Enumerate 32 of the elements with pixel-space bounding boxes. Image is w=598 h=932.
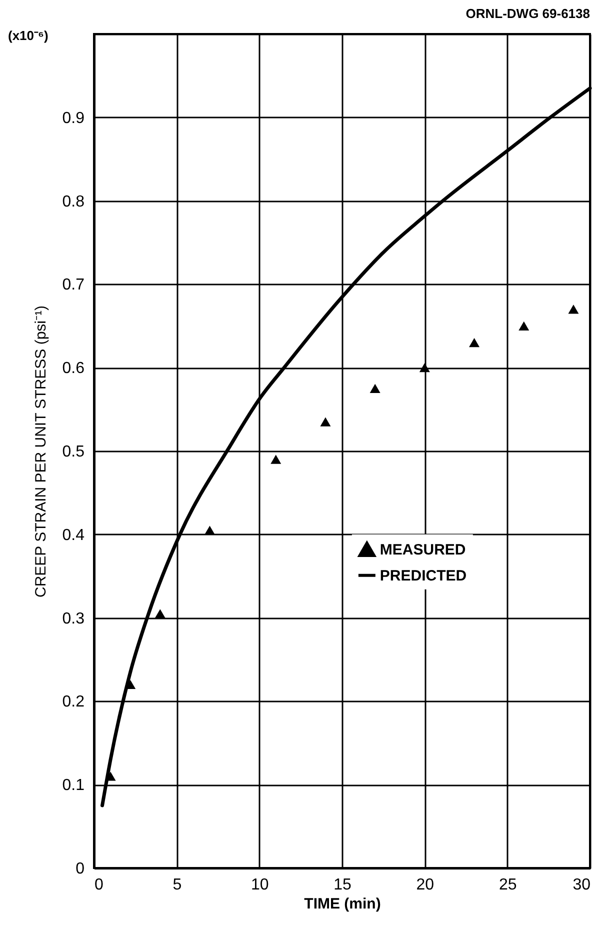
text: (x10⁻⁶) [8, 27, 48, 44]
x-tick-label: 15 [334, 876, 352, 894]
point [370, 384, 380, 393]
y-axis-title: CREEP STRAIN PER UNIT STRESS (psi⁻¹) [32, 306, 50, 598]
point [270, 454, 282, 464]
y-tick-label: 0.4 [62, 526, 85, 544]
y-tick-label: 0.5 [62, 444, 85, 460]
point [568, 304, 579, 314]
point [518, 321, 530, 330]
y-tick-label: 0 [76, 860, 85, 878]
legend-label: PREDICTED [380, 567, 467, 584]
x-tick-label: 5 [172, 876, 182, 894]
point [469, 338, 480, 348]
point [204, 526, 215, 535]
x-axis-title: TIME (min) [304, 896, 381, 912]
y-tick-label: 0.9 [62, 110, 85, 127]
y-tick-label: 0.1 [62, 777, 85, 794]
y-tick-label: 0.3 [62, 610, 85, 628]
point [154, 609, 166, 618]
y-tick-label: 0.2 [62, 694, 85, 711]
point [419, 363, 430, 372]
x-tick-label: 10 [250, 876, 269, 894]
x-tick-label: 30 [572, 876, 591, 894]
x-tick-label: 25 [498, 876, 517, 894]
point [320, 417, 331, 426]
legend-label: MEASURED [380, 541, 466, 558]
y-tick-label: 0.8 [62, 193, 85, 210]
y-tick-label: 0.6 [62, 360, 85, 378]
text: ORNL-DWG 69-6138 [466, 6, 590, 21]
y-tick-label: 0.7 [62, 276, 85, 294]
x-tick-label: 20 [416, 876, 434, 894]
x-tick-label: 0 [94, 876, 104, 894]
